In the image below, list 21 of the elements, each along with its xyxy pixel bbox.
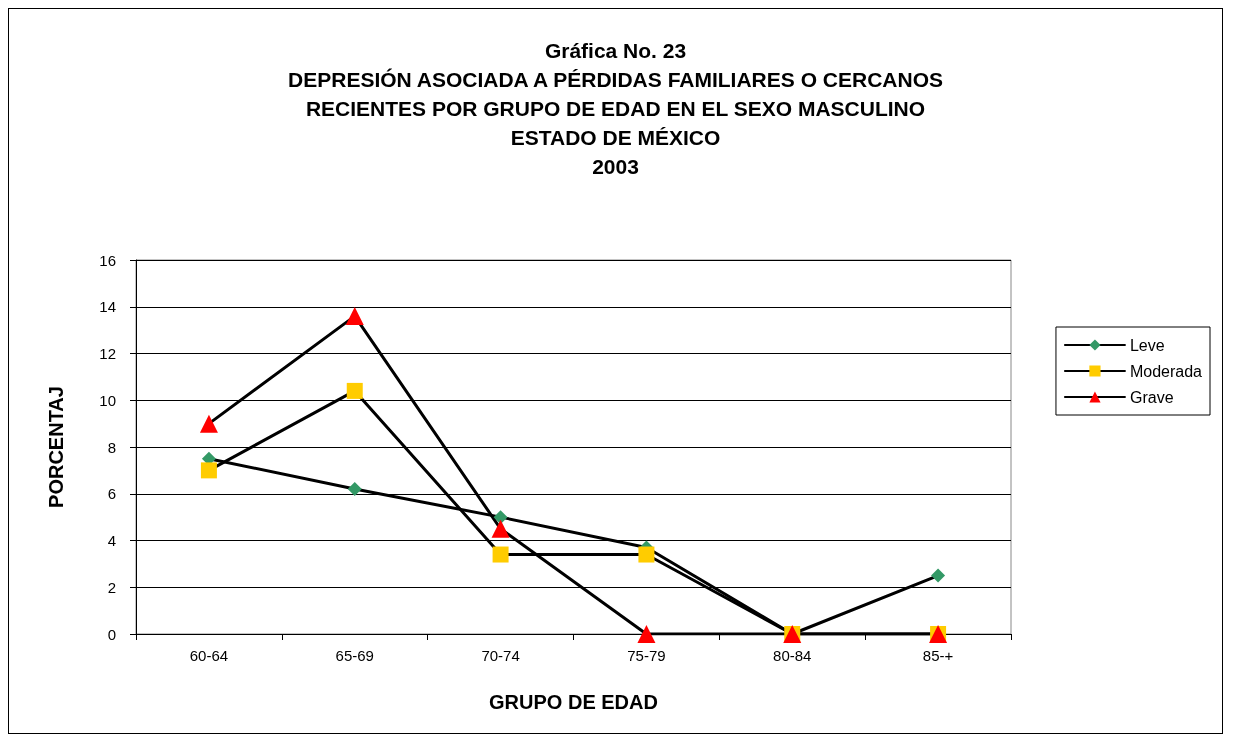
x-tick-label: 85-+	[922, 647, 954, 664]
legend-label: Moderada	[1129, 362, 1203, 380]
x-axis-title: GRUPO DE EDAD	[489, 691, 658, 713]
x-tick-label: 60-64	[189, 647, 229, 664]
y-tick-label: 10	[99, 391, 116, 409]
x-tick-label: 65-69	[335, 647, 374, 664]
y-tick-label: 8	[107, 438, 116, 456]
x-tick-label: 75-79	[627, 647, 666, 664]
legend-label: Leve	[1129, 336, 1165, 354]
y-tick-label: 12	[99, 345, 116, 362]
x-tick-label: 80-84	[773, 647, 812, 664]
y-axis-title: PORCENTAJ	[45, 386, 67, 508]
legend-label: Grave	[1129, 388, 1174, 406]
y-tick-label: 14	[99, 298, 116, 316]
x-tick-label: 70-74	[481, 647, 520, 664]
chart-title: Gráfica No. 23 DEPRESIÓN ASOCIADA A PÉRDIDAS FAMILIARES O CERCANOS RECIENTES POR GRUPO DE EDAD EN EL SEXO MASCULINO ESTADO DE MÉXICO 2003	[288, 39, 943, 178]
y-tick-label: 2	[107, 578, 116, 596]
y-tick-label: 16	[99, 251, 116, 269]
y-tick-label: 4	[107, 532, 116, 549]
y-tick-label: 6	[107, 485, 116, 503]
y-tick-label: 0	[107, 625, 116, 643]
